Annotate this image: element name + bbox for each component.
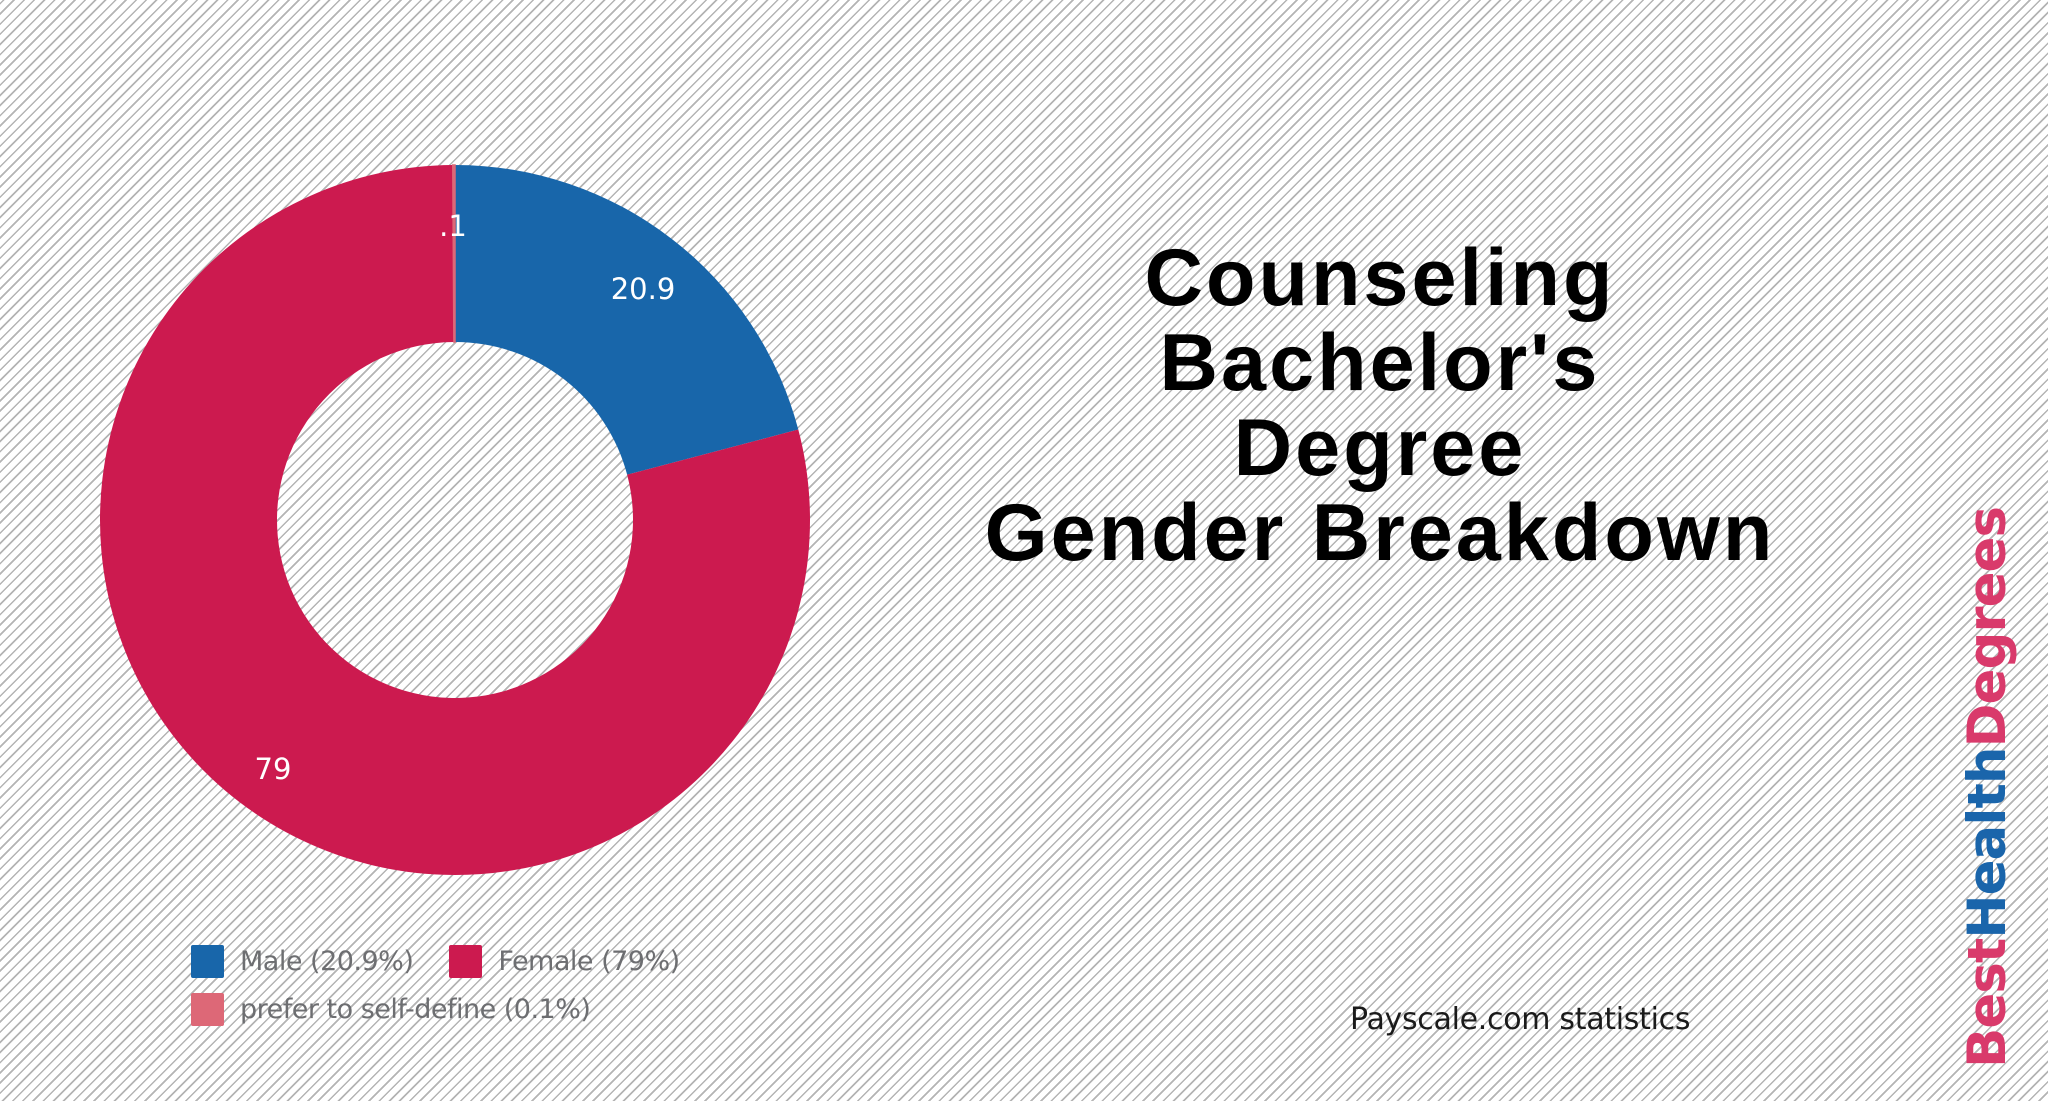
legend-label-male: Male (20.9%): [240, 946, 414, 977]
slice-label-self-define: .1: [439, 209, 467, 243]
title-line-2: Bachelor's: [1159, 318, 1601, 408]
legend-swatch-female: [449, 945, 483, 978]
legend-label-female: Female (79%): [498, 946, 680, 977]
source-caption: Payscale.com statistics: [1350, 1002, 1691, 1037]
legend-item-male[interactable]: Male (20.9%): [191, 945, 414, 978]
title-line-4: Gender Breakdown: [984, 488, 1776, 578]
legend-item-self-define[interactable]: prefer to self-define (0.1%): [191, 993, 591, 1026]
legend-label-self-define: prefer to self-define (0.1%): [240, 994, 591, 1025]
donut-slice-male[interactable]: [455, 165, 799, 475]
chart-legend: Male (20.9%) Female (79%) prefer to self…: [191, 945, 716, 1041]
title-line-3: Degree: [1233, 403, 1527, 493]
legend-swatch-self-define: [191, 993, 224, 1026]
legend-item-female[interactable]: Female (79%): [449, 945, 680, 978]
donut-slice-self-define[interactable]: [452, 164, 456, 343]
slice-label-female: 79: [254, 752, 292, 786]
slice-label-male: 20.9: [610, 272, 676, 306]
logo-best: Best: [1957, 938, 2018, 1068]
logo-health: Health: [1957, 747, 2018, 939]
legend-swatch-male: [191, 945, 224, 978]
title-line-1: Counseling: [1144, 233, 1616, 323]
logo-degrees: Degrees: [1957, 506, 2018, 748]
brand-logo: BestHealthDegrees: [1957, 507, 2018, 1068]
chart-title: Counseling Bachelor's Degree Gender Brea…: [880, 236, 1880, 576]
donut-slice-female[interactable]: [99, 165, 810, 875]
